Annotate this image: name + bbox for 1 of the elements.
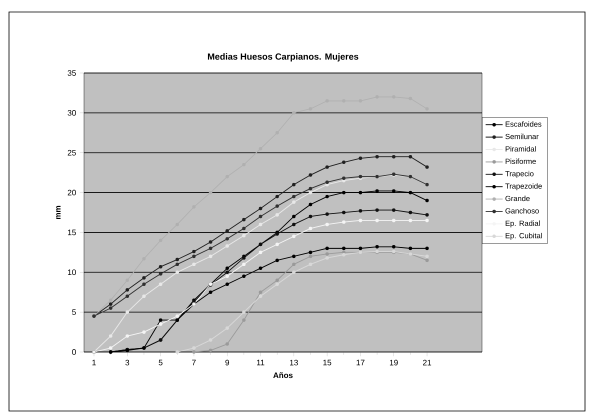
chart-title: Medias Huesos Carpianos. Mujeres [208,53,358,62]
